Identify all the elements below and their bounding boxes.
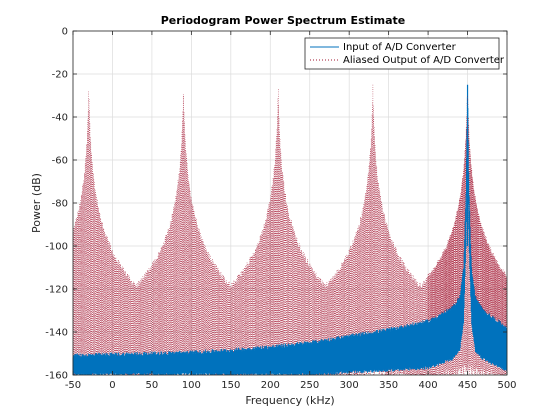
x-tick-label: 200 xyxy=(261,380,280,391)
x-tick-label: 150 xyxy=(221,380,240,391)
x-tick-label: 50 xyxy=(146,380,159,391)
x-tick-label: 100 xyxy=(182,380,201,391)
ticks: -50 0 50 100 150 200 250 300 350 400 450 500 0 -20 -40… xyxy=(45,27,516,392)
x-tick-label: -50 xyxy=(65,380,81,391)
y-tick-label: -100 xyxy=(45,242,68,253)
x-tick-label: 400 xyxy=(419,380,438,391)
legend-label-aliased: Aliased Output of A/D Converter xyxy=(343,55,505,66)
plot-area: -50 0 50 100 150 200 250 300 350 400 450 500 0 -20 -40… xyxy=(45,27,516,392)
series-input xyxy=(72,84,508,375)
y-tick-label: -20 xyxy=(52,70,68,81)
x-tick-label: 450 xyxy=(458,380,477,391)
x-tick-label: 350 xyxy=(379,380,398,391)
y-tick-label: -160 xyxy=(45,371,68,382)
legend-label-input: Input of A/D Converter xyxy=(343,42,457,53)
chart-title: Periodogram Power Spectrum Estimate xyxy=(161,14,406,27)
x-tick-label: 250 xyxy=(300,380,319,391)
y-tick-label: -80 xyxy=(52,199,68,210)
x-tick-label: 500 xyxy=(497,380,516,391)
series-overlay-aliased xyxy=(427,96,507,328)
y-tick-label: -40 xyxy=(52,113,68,124)
legend: Input of A/D Converter Aliased Output of… xyxy=(304,37,505,70)
y-tick-label: -60 xyxy=(52,156,68,167)
x-tick-label: 300 xyxy=(340,380,359,391)
x-axis-label: Frequency (kHz) xyxy=(245,394,334,407)
x-tick-label: 0 xyxy=(109,380,115,391)
legend-box xyxy=(304,37,500,70)
y-tick-label: 0 xyxy=(62,27,68,38)
y-tick-label: -140 xyxy=(45,328,68,339)
y-axis-label: Power (dB) xyxy=(30,173,43,233)
y-tick-label: -120 xyxy=(45,285,68,296)
